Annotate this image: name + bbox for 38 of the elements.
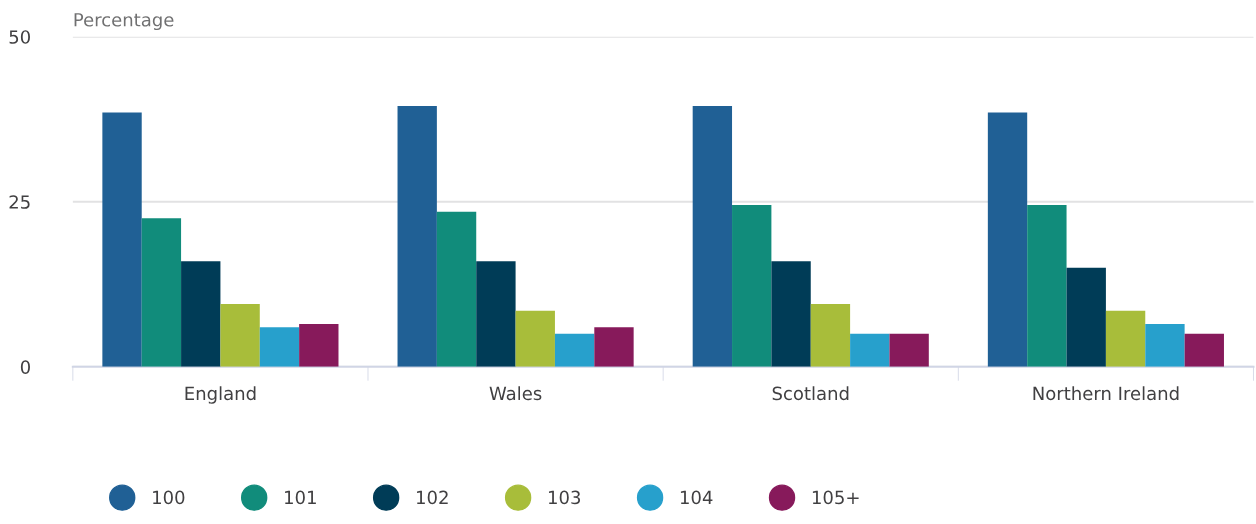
bar — [732, 205, 772, 367]
legend-label: 105+ — [812, 490, 859, 505]
y-tick-label: 50 — [9, 30, 30, 44]
legend-label: 104 — [680, 490, 713, 505]
y-tick-label: 0 — [20, 360, 30, 374]
bar — [554, 333, 595, 367]
bar — [220, 304, 260, 367]
x-tick-label: Wales — [489, 386, 542, 401]
y-tick-label: 25 — [9, 195, 30, 209]
y-axis-title: Percentage — [74, 13, 174, 31]
x-tick-label: England — [185, 386, 256, 404]
legend-label: 100 — [153, 490, 185, 505]
x-tick-label: Northern Ireland — [1033, 386, 1179, 401]
bar — [692, 106, 733, 367]
legend-label: 102 — [417, 490, 448, 505]
bar — [987, 112, 1028, 367]
bar — [141, 218, 182, 367]
x-tick-label: Scotland — [772, 386, 849, 401]
bar — [1184, 333, 1224, 367]
bar — [771, 261, 811, 367]
bar — [515, 310, 555, 367]
bar — [397, 106, 437, 367]
bar — [810, 304, 851, 367]
legend-label: 103 — [548, 490, 581, 505]
bar — [1105, 310, 1146, 367]
bar — [850, 333, 890, 367]
bar — [436, 211, 477, 367]
legend-label: 101 — [285, 490, 316, 505]
bar — [594, 327, 634, 367]
bar — [181, 261, 221, 367]
bar — [1145, 323, 1185, 367]
bar — [1066, 267, 1106, 367]
bar — [476, 261, 516, 367]
bar — [889, 333, 929, 367]
bar — [299, 323, 339, 367]
bar — [259, 327, 300, 367]
bar — [1027, 205, 1067, 367]
bar — [102, 112, 142, 367]
